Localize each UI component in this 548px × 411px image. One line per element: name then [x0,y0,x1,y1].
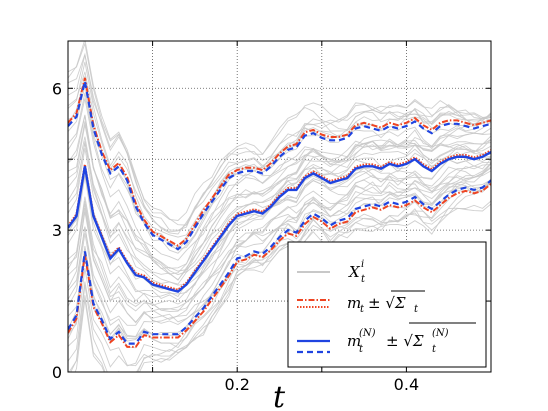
x-tick-label: 0.4 [394,375,419,394]
legend-label-particles: X [348,263,361,281]
legend-pm-mean-field: ± √Σ [386,332,424,350]
series-lines [68,77,491,348]
legend-pmsup-mean-field: (N) [432,328,449,339]
particle-path [68,92,491,252]
mean-field-lower-line [68,179,491,345]
particle-path [68,124,491,272]
legend-sub-particles: t [361,274,366,285]
mean-field-mean-line [68,151,491,293]
x-tick-label: 0.2 [224,375,249,394]
x-axis-label: t [273,380,286,411]
gaussian-upper-line [68,77,491,247]
mean-field-upper-line [68,80,491,251]
legend-pmsub-mean-field: t [432,344,437,355]
legend-sup-particles: i [361,259,364,270]
legend-pm-gaussian: ± √Σ [368,294,406,312]
particle-path [68,174,491,320]
legend-label-mean-field: m [347,332,361,350]
particle-path [68,164,491,326]
legend-box [287,241,487,368]
particle-path [68,159,491,306]
legend-sub-gaussian: t [360,304,365,315]
y-tick-label: 3 [52,221,62,240]
particle-path [68,139,491,298]
particle-path [68,41,491,233]
particle-path [68,41,491,221]
y-tick-label: 0 [52,363,62,382]
particle-path [68,98,491,269]
particle-path [68,156,491,301]
legend: X i t m t ± √Σ t m (N) t ± √Σ (N) t [287,241,487,368]
y-tick-label: 6 [52,79,62,98]
gaussian-mean-line [68,149,491,291]
particle-paths [68,41,491,372]
particle-path [68,162,491,302]
particle-path [68,115,491,261]
particle-path [70,182,491,372]
gaussian-lower-line [68,183,491,348]
particle-path [68,166,491,312]
particle-path [68,61,491,238]
legend-label-gaussian: m [347,294,361,312]
axis-ticks: 0.2 0.4 0 3 6 [52,41,491,394]
particle-path [68,121,491,281]
legend-sup-mean-field: (N) [359,328,376,339]
particle-path [68,180,491,326]
legend-sub-mean-field: t [359,344,364,355]
legend-pmsub-gaussian: t [414,304,419,315]
particle-path [68,203,491,367]
particle-path [68,114,491,275]
plot-frame [67,40,492,373]
